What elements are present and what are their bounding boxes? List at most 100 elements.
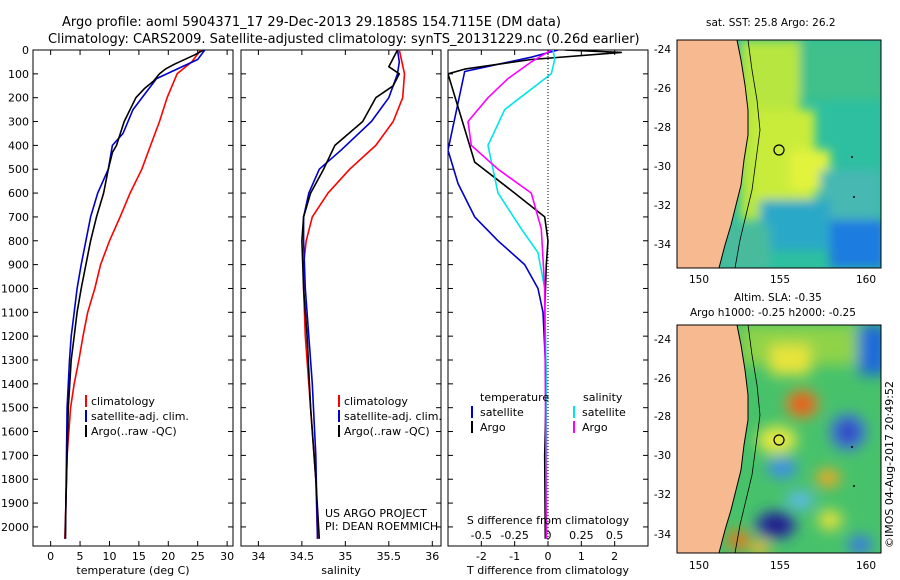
sla-map-axes: -24 -26 -28 -30 -32 -34 150 155 160 [654,334,876,572]
x-tick-label: 0 [47,550,54,563]
sla-lat-tick: -24 [654,334,671,346]
sla-map-title-1: Altim. SLA: -0.35 [734,292,822,304]
depth-tick-label: 1300 [1,354,29,367]
title-line-1: Argo profile: aoml 5904371_17 29-Dec-201… [62,15,561,30]
x-tick-label: 0 [545,550,552,563]
x-tick-label: 34 [251,550,265,563]
title-line-2: Climatology: CARS2009. Satellite-adjuste… [48,32,640,47]
sla-map-frame [676,324,882,554]
legend-climatology: climatology [91,395,155,408]
depth-tick-label: 1500 [1,402,29,415]
sst-lat-tick: -34 [654,239,671,251]
x-tick-label: -2 [476,550,487,563]
sst-isobath [734,40,761,268]
depth-tick-label: 400 [8,139,29,152]
sla-lat-tick: -26 [654,373,671,385]
sst-coastline [718,40,749,268]
sla-lat-tick: -34 [654,529,671,541]
s-diff-tick-label: 0.5 [606,529,624,542]
depth-tick-label: 1800 [1,473,29,486]
x-tick-label: -1 [509,550,520,563]
s-difference-axis-label: S difference from climatology [467,514,630,527]
temperature-panel-frame [32,49,234,547]
depth-tick-label: 1000 [1,282,29,295]
x-tick-label: 5 [77,550,84,563]
sla-island [851,446,853,448]
legend-s-argo: Argo [582,421,608,434]
x-tick-label: 36 [425,550,439,563]
sst-island [851,156,853,158]
legend-s-satellite: satellite [582,406,626,419]
depth-tick-label: 0 [22,44,29,57]
legend-satellite: satellite-adj. clim. [344,410,442,423]
s-diff-tick-label: 0.25 [569,529,594,542]
depth-tick-label: 700 [8,211,29,224]
depth-tick-label: 1600 [1,426,29,439]
depth-tick-label: 100 [8,68,29,81]
sla-land [677,325,748,553]
sst-map-frame [676,39,882,269]
difference-legend: temperature salinity satellite Argo sate… [471,391,626,434]
x-tick-label: 35 [338,550,352,563]
legend-argo: Argo(..raw -QC) [91,425,177,438]
salinity-panel-frame [240,49,442,547]
x-tick-label: 34.5 [290,550,315,563]
x-tick-label: 15 [132,550,146,563]
legend-temperature-heading: temperature [480,391,549,404]
x-tick-label: 10 [102,550,116,563]
sst-lat-tick: -30 [654,161,671,173]
sst-map [677,40,881,268]
sla-lat-tick: -32 [654,489,671,501]
x-tick-label: 1 [578,550,585,563]
salinity-series-group [301,50,406,539]
legend-t-argo: Argo [480,421,506,434]
difference-panel-frame [447,49,649,547]
sla-map [677,325,881,553]
sst-lat-tick: -28 [654,122,671,134]
x-tick-label: 30 [220,550,234,563]
depth-tick-label: 800 [8,235,29,248]
series-line-salinity-argo [467,50,552,539]
legend-climatology: climatology [344,395,408,408]
depth-tick-label: 300 [8,116,29,129]
series-line-temperature-argo [448,50,623,539]
sst-lon-tick: 155 [770,274,790,286]
depth-tick-label: 1100 [1,306,29,319]
series-line-argo-raw-qc [64,50,204,539]
t-difference-axis-label: T difference from climatology [466,564,629,577]
sst-land [677,40,748,268]
axis-ticks: 0 5 10 15 20 25 300100200300400500600700800900… [1,44,648,563]
series-line-satellite-adj-clim [64,50,206,539]
series-line-argo-raw-qc [301,50,401,539]
sla-lon-tick: 150 [689,560,709,572]
temperature-axis-label: temperature (deg C) [76,564,189,577]
depth-tick-label: 200 [8,92,29,105]
sst-map-title: sat. SST: 25.8 Argo: 26.2 [706,17,836,29]
depth-tick-label: 1400 [1,378,29,391]
series-line-temperature-satellite [448,50,559,539]
difference-series-group [448,50,623,539]
legend-argo: Argo(..raw -QC) [344,425,430,438]
series-line-climatology [64,50,202,539]
sla-float-marker [773,434,785,446]
sla-isobath [734,325,761,553]
sst-lat-tick: -26 [654,83,671,95]
imos-credit: ©IMOS 04-Aug-2017 20:49:52 [883,381,896,548]
sst-lon-tick: 160 [856,274,876,286]
series-line-satellite-adj-clim [302,50,401,539]
s-diff-tick-label: -0.5 [471,529,492,542]
x-tick-label: 2 [611,550,618,563]
sst-lat-tick: -24 [654,44,671,56]
sst-lon-tick: 150 [689,274,709,286]
s-diff-tick-label: 0 [545,529,552,542]
series-line-climatology [302,50,406,539]
depth-tick-label: 500 [8,163,29,176]
x-tick-label: 35.5 [377,550,402,563]
sla-lat-tick: -28 [654,411,671,423]
depth-tick-label: 900 [8,259,29,272]
project-credit-line-1: US ARGO PROJECT [325,507,427,520]
legend-salinity-heading: salinity [583,391,623,404]
legend-satellite: satellite-adj. clim. [91,410,189,423]
x-tick-label: 25 [191,550,205,563]
